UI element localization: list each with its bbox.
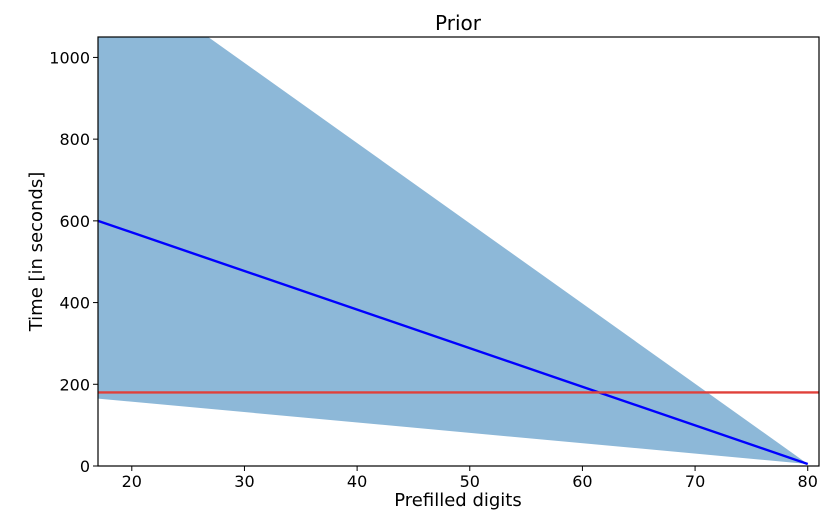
y-tick-label: 400: [59, 294, 90, 313]
x-tick-label: 70: [685, 472, 705, 491]
uncertainty-band: [98, 37, 808, 464]
chart-title: Prior: [435, 11, 482, 35]
y-tick-label: 600: [59, 212, 90, 231]
x-tick-label: 20: [122, 472, 142, 491]
x-tick-label: 30: [234, 472, 254, 491]
y-tick-label: 200: [59, 375, 90, 394]
y-tick-label: 1000: [49, 48, 90, 67]
y-axis-ticks: 0 200 400 600 800 1000: [49, 48, 98, 476]
x-axis-ticks: 20 30 40 50 60 70 80: [122, 466, 818, 491]
plot-frame: [97, 36, 820, 467]
x-axis-label: Prefilled digits: [394, 490, 521, 511]
x-tick-label: 80: [798, 472, 818, 491]
x-tick-label: 60: [572, 472, 592, 491]
x-tick-label: 50: [460, 472, 480, 491]
x-tick-label: 40: [347, 472, 367, 491]
y-tick-label: 0: [80, 457, 90, 476]
series-line-1: [98, 219, 809, 466]
y-axis-label: Time [in seconds]: [26, 172, 47, 333]
y-tick-label: 800: [59, 130, 90, 149]
series-layer: [98, 219, 819, 466]
